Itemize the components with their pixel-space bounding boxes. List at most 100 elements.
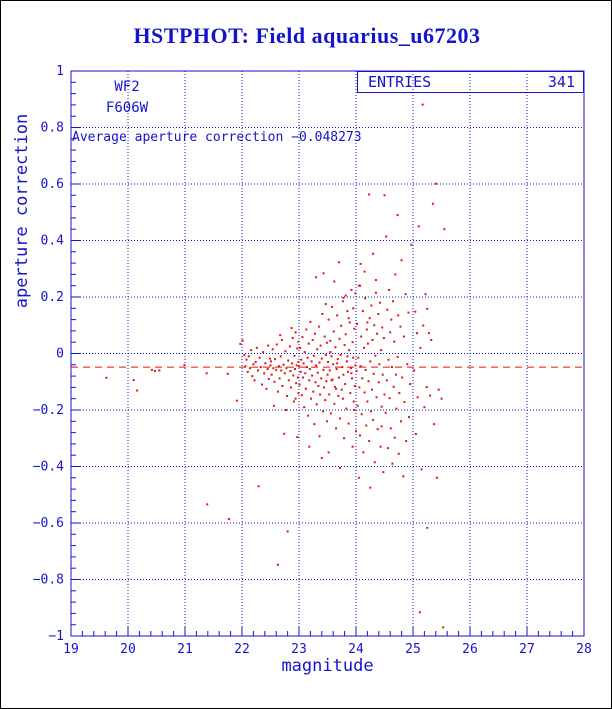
data-point [314,381,317,384]
data-point [183,364,186,367]
data-point [398,392,401,395]
data-point [389,331,392,334]
data-point [275,368,278,371]
data-point [410,243,413,246]
data-point [308,379,311,382]
data-point [132,379,135,382]
data-point [359,262,362,265]
data-point [362,451,365,454]
data-point [281,384,284,387]
data-point [435,476,438,479]
data-point [316,348,319,351]
data-point [414,310,417,313]
data-point [379,445,382,448]
data-point [368,440,371,443]
data-point [371,338,374,341]
data-point [105,376,108,379]
tick-label: 0.4 [41,234,65,249]
data-point [377,312,380,315]
data-point [276,563,279,566]
tick-label: −0.4 [33,460,64,475]
data-point [418,611,421,614]
data-point [263,372,266,375]
data-point [353,409,356,411]
data-point [401,376,404,379]
data-point [370,304,373,307]
data-point [313,423,316,426]
data-point [285,367,288,370]
data-point [321,312,324,315]
data-point [320,357,323,360]
data-point [377,381,380,384]
data-point [406,363,409,366]
data-point [271,348,274,351]
tick-label: 0 [56,347,64,362]
data-point [328,369,331,372]
data-point [380,349,383,352]
data-point [308,445,311,448]
data-point [153,370,156,373]
stats-box-value: 341 [547,73,575,91]
data-point [158,369,161,372]
data-point [376,332,379,335]
data-point [350,372,353,375]
data-point [323,335,326,338]
data-point [260,383,263,386]
tick-label: 25 [405,642,421,657]
data-point [353,384,356,387]
data-point [337,376,340,379]
data-point [274,358,277,361]
data-point [392,300,395,303]
data-point [388,397,391,400]
data-point [346,355,349,358]
data-point [338,337,341,340]
data-point [303,351,306,354]
data-point [267,377,270,380]
data-point [380,405,383,408]
data-point [329,412,332,415]
data-point [247,355,250,358]
tick-label: −0.6 [33,516,64,531]
data-point [273,380,276,383]
data-point [308,368,311,371]
data-point [335,427,338,430]
data-point [349,367,352,370]
data-point [348,321,351,324]
stats-box: ENTRIES 341 [357,71,584,93]
data-point [421,103,424,106]
data-point [369,410,372,413]
data-point [344,333,347,336]
data-point [326,373,329,376]
data-point [352,307,355,310]
data-point [385,379,388,382]
data-point [399,325,402,328]
data-point [284,409,287,411]
data-point [291,336,294,339]
data-point [393,436,396,439]
data-point [388,288,391,291]
data-point [279,355,282,358]
data-point [352,356,355,359]
data-point [395,407,398,410]
data-point [369,486,372,489]
data-point [422,324,425,327]
data-point [300,358,303,361]
data-point [262,351,265,354]
data-point [226,372,229,375]
data-point [269,364,272,367]
data-point [330,379,333,382]
data-point [287,379,290,382]
data-point [344,383,347,386]
data-point [357,356,360,359]
data-point [336,314,339,317]
data-point [279,334,282,337]
data-point [382,471,385,474]
data-point [328,393,331,396]
data-point [389,427,392,430]
data-point [340,388,343,391]
data-point [278,365,281,368]
tick-label: 26 [462,642,478,657]
data-point [347,370,350,373]
